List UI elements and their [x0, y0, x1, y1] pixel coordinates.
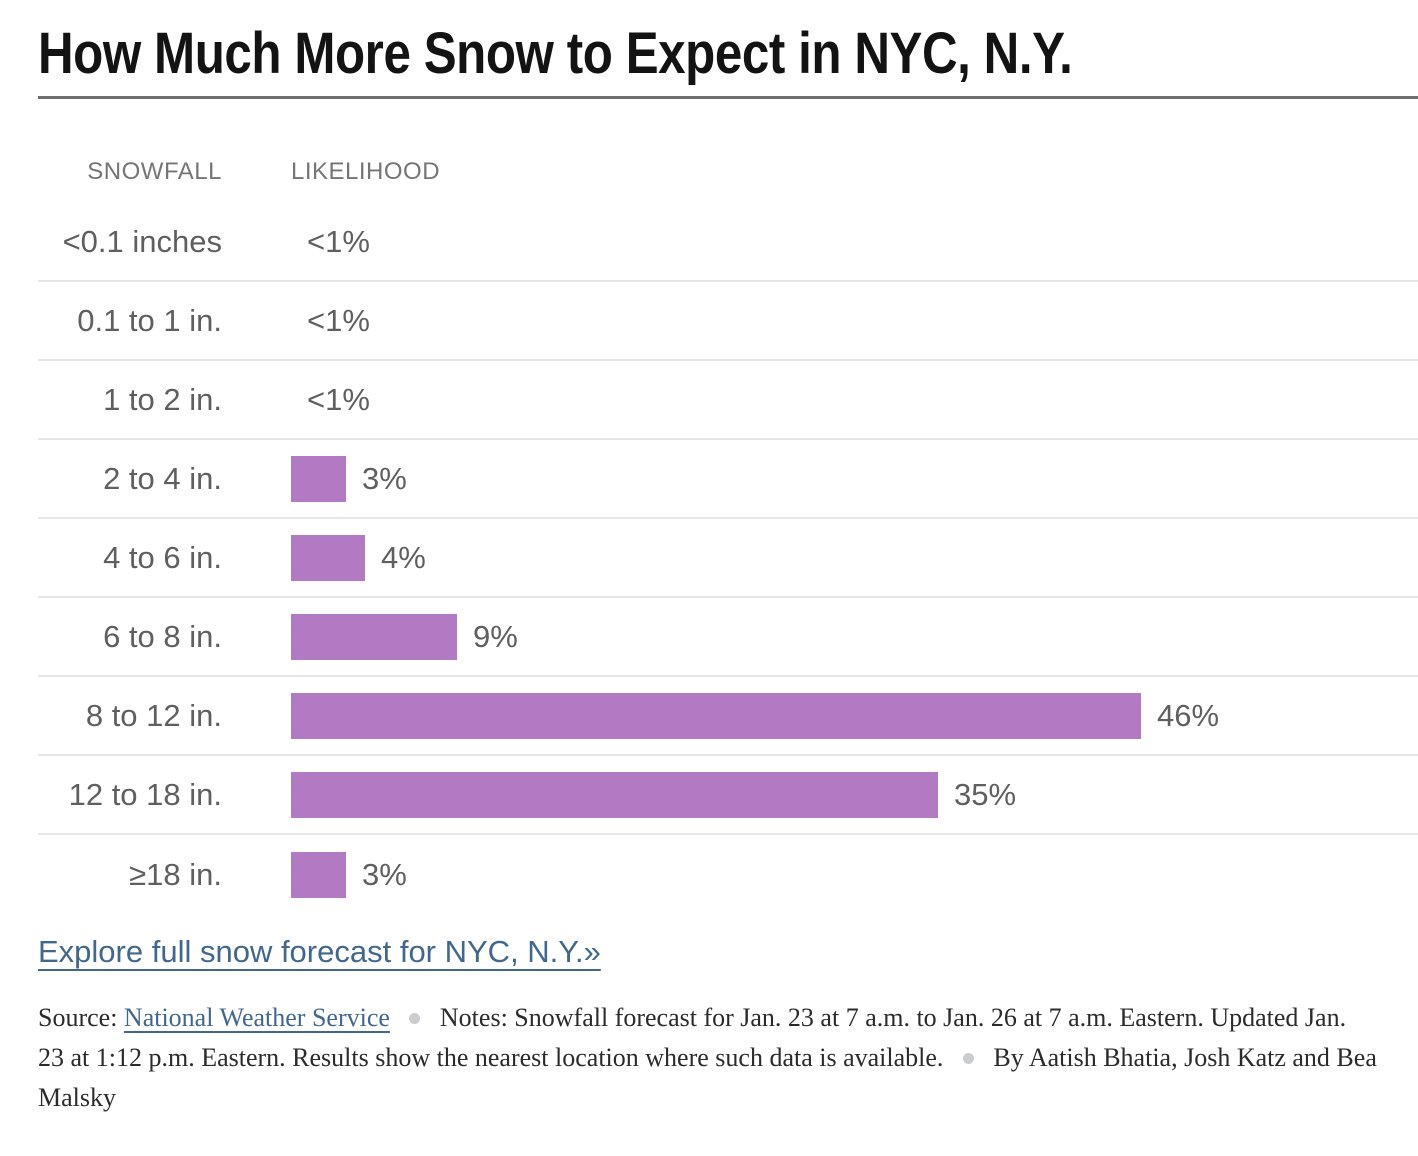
likelihood-value: 3% — [362, 460, 407, 496]
table-row: 12 to 18 in. 35% — [38, 756, 1418, 835]
likelihood-value: 4% — [381, 539, 426, 575]
likelihood-bar — [291, 771, 938, 818]
likelihood-value: <1% — [307, 381, 370, 417]
table-row: 8 to 12 in. 46% — [38, 677, 1418, 756]
source-label: Source: — [38, 1003, 118, 1032]
notes-text: Snowfall forecast for Jan. 23 at 7 a.m. … — [38, 1003, 1347, 1072]
bullet-separator — [409, 1013, 421, 1024]
source-link[interactable]: National Weather Service — [123, 1003, 390, 1032]
snowfall-label: 8 to 12 in. — [85, 697, 222, 733]
table-row: 0.1 to 1 in. <1% — [38, 282, 1418, 361]
likelihood-value: 3% — [362, 856, 407, 892]
snowfall-label: 6 to 8 in. — [103, 618, 222, 654]
likelihood-cell: <1% — [291, 224, 1418, 260]
snowfall-table: SNOWFALL LIKELIHOOD <0.1 inches <1% 0.1 … — [38, 99, 1418, 914]
snowfall-label: <0.1 inches — [62, 223, 222, 259]
table-row: 4 to 6 in. 4% — [38, 519, 1418, 598]
likelihood-bar — [291, 534, 365, 581]
snowfall-label: 12 to 18 in. — [68, 776, 222, 812]
title-rule — [38, 96, 1418, 99]
footer-note: Source: National Weather Service Notes: … — [38, 998, 1378, 1118]
likelihood-cell: 4% — [291, 534, 1418, 581]
likelihood-value: 35% — [954, 776, 1017, 812]
column-header-likelihood: LIKELIHOOD — [291, 158, 441, 185]
snowfall-label: 1 to 2 in. — [103, 381, 222, 417]
likelihood-value: <1% — [307, 302, 370, 338]
table-row: <0.1 inches <1% — [38, 203, 1418, 282]
likelihood-bar — [291, 692, 1141, 739]
byline: By Aatish Bhatia, Josh Katz and Bea Mals… — [38, 1043, 1377, 1112]
column-header-snowfall: SNOWFALL — [87, 158, 222, 185]
explore-link[interactable]: Explore full snow forecast for NYC, N.Y.… — [38, 934, 601, 969]
table-row: 6 to 8 in. 9% — [38, 598, 1418, 677]
likelihood-cell: 46% — [291, 692, 1418, 739]
snowfall-label: 2 to 4 in. — [103, 460, 222, 496]
likelihood-cell: <1% — [291, 303, 1418, 339]
notes-label: Notes: — [439, 1003, 508, 1032]
likelihood-cell: 9% — [291, 613, 1418, 660]
likelihood-cell: 3% — [291, 851, 1418, 898]
likelihood-cell: 35% — [291, 771, 1418, 818]
likelihood-cell: 3% — [291, 455, 1418, 502]
likelihood-bar — [291, 851, 346, 898]
likelihood-bar — [291, 455, 346, 502]
table-row: ≥18 in. 3% — [38, 835, 1418, 914]
table-row: 2 to 4 in. 3% — [38, 440, 1418, 519]
likelihood-value: 46% — [1157, 697, 1220, 733]
likelihood-value: <1% — [307, 223, 370, 259]
likelihood-bar — [291, 613, 457, 660]
table-body: <0.1 inches <1% 0.1 to 1 in. <1% 1 to 2 … — [38, 203, 1418, 914]
table-row: 1 to 2 in. <1% — [38, 361, 1418, 440]
likelihood-cell: <1% — [291, 382, 1418, 418]
snowfall-label: 4 to 6 in. — [103, 539, 222, 575]
table-header-row: SNOWFALL LIKELIHOOD — [38, 99, 1418, 203]
snowfall-label: ≥18 in. — [129, 856, 222, 892]
page-title: How Much More Snow to Expect in NYC, N.Y… — [38, 21, 1073, 86]
snow-forecast-card: How Much More Snow to Expect in NYC, N.Y… — [0, 22, 1418, 1118]
bullet-separator — [962, 1053, 974, 1064]
snowfall-label: 0.1 to 1 in. — [77, 302, 222, 338]
likelihood-value: 9% — [473, 618, 518, 654]
